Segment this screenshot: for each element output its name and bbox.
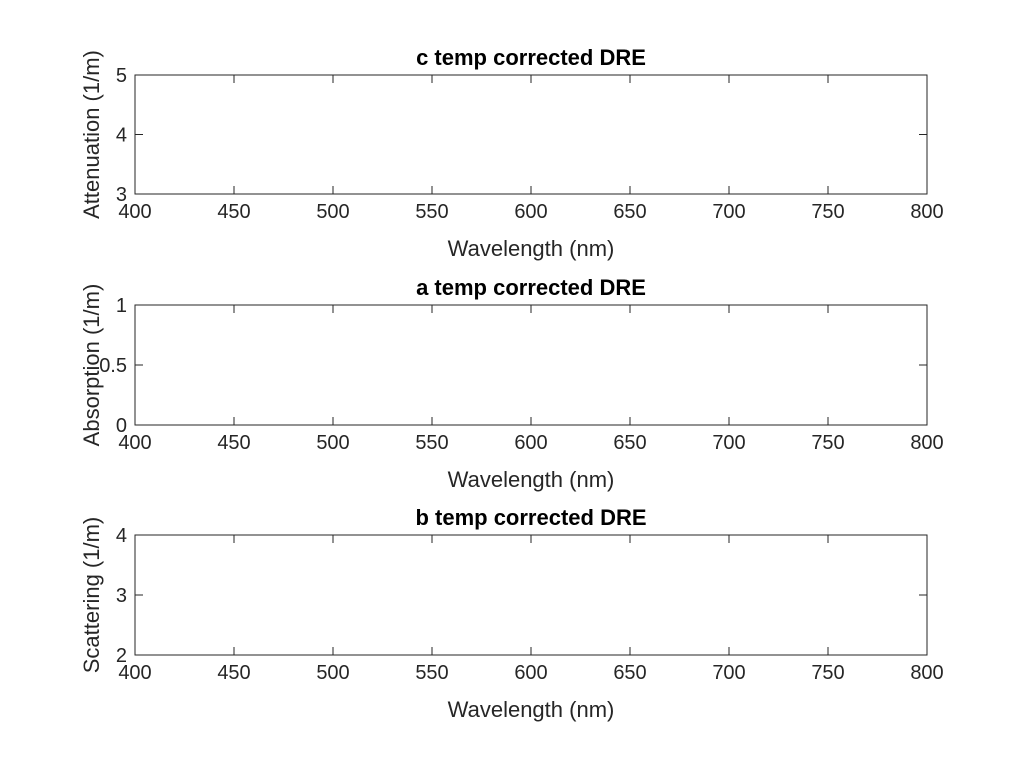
panel-scattering: 400 450 500 550 600 650 700 750 800 2 3 4 b temp cor… — [79, 505, 944, 722]
y-axis-label-attenuation: Attenuation (1/m) — [79, 50, 104, 219]
panel-title-scattering: b temp corrected DRE — [415, 505, 646, 530]
y-tick-label: 0.5 — [99, 355, 127, 377]
x-axis-label-absorption: Wavelength (nm) — [448, 467, 615, 492]
x-tick-label: 400 — [118, 662, 151, 684]
x-axis-label-attenuation: Wavelength (nm) — [448, 236, 615, 261]
x-tick-label: 700 — [712, 662, 745, 684]
y-tick-label: 3 — [116, 585, 127, 607]
x-tick-label: 750 — [811, 432, 844, 454]
axes-box-absorption — [134, 304, 928, 426]
y-tick-label: 0 — [116, 415, 127, 437]
axes-box-scattering — [134, 534, 928, 656]
x-tick-label: 600 — [514, 201, 547, 223]
y-tick-label: 2 — [116, 645, 127, 667]
x-tick-label: 750 — [811, 662, 844, 684]
y-tick-label: 4 — [116, 125, 127, 147]
panel-absorption: 400 450 500 550 600 650 700 750 800 0 0.5 1 a temp c… — [79, 275, 944, 492]
y-tick-label: 3 — [116, 184, 127, 206]
x-tick-label: 600 — [514, 432, 547, 454]
x-tick-label: 450 — [217, 662, 250, 684]
x-tick-label: 800 — [910, 201, 943, 223]
x-tick-label: 750 — [811, 201, 844, 223]
y-axis-label-absorption: Absorption (1/m) — [79, 284, 104, 447]
x-tick-label: 550 — [415, 201, 448, 223]
x-tick-label: 700 — [712, 201, 745, 223]
x-axis-label-scattering: Wavelength (nm) — [448, 697, 615, 722]
x-tick-label: 450 — [217, 201, 250, 223]
x-tick-label: 650 — [613, 201, 646, 223]
axes-box-attenuation — [134, 74, 928, 195]
y-tick-label: 4 — [116, 525, 127, 547]
x-tick-label: 400 — [118, 201, 151, 223]
x-tick-label: 500 — [316, 432, 349, 454]
x-tick-label: 650 — [613, 432, 646, 454]
y-axis-label-scattering: Scattering (1/m) — [79, 517, 104, 674]
y-tick-label: 1 — [116, 295, 127, 317]
panel-title-attenuation: c temp corrected DRE — [416, 45, 646, 70]
x-tick-label: 400 — [118, 432, 151, 454]
x-tick-label: 600 — [514, 662, 547, 684]
panel-title-absorption: a temp corrected DRE — [416, 275, 646, 300]
panel-attenuation: 400 450 500 550 600 650 700 750 800 3 4 5 c temp cor… — [79, 45, 944, 261]
x-tick-label: 650 — [613, 662, 646, 684]
y-tick-label: 5 — [116, 65, 127, 87]
x-tick-label: 550 — [415, 432, 448, 454]
x-tick-label: 550 — [415, 662, 448, 684]
x-tick-label: 500 — [316, 662, 349, 684]
x-tick-label: 450 — [217, 432, 250, 454]
x-tick-label: 800 — [910, 432, 943, 454]
x-tick-label: 700 — [712, 432, 745, 454]
x-tick-label: 800 — [910, 662, 943, 684]
x-tick-label: 500 — [316, 201, 349, 223]
